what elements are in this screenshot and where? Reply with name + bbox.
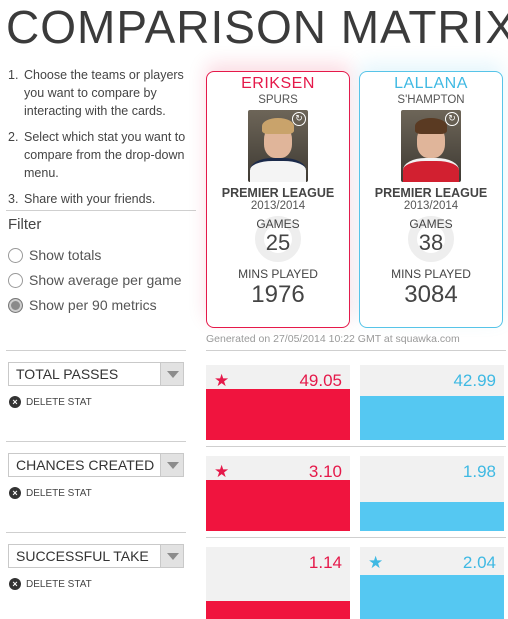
player-name: LALLANA xyxy=(394,75,468,92)
stat-bar xyxy=(206,601,350,619)
instructions-list: 1. Choose the teams or players you want t… xyxy=(8,66,200,216)
games-value: 38 xyxy=(418,230,444,255)
stat-bar xyxy=(206,389,350,440)
divider xyxy=(206,537,506,538)
stat-value: 1.14 xyxy=(308,553,342,572)
step-number: 2. xyxy=(8,130,19,144)
instruction-step: 2. Select which stat you want to compare … xyxy=(8,128,200,182)
filter-title: Filter xyxy=(8,216,42,233)
player-season: 2013/2014 xyxy=(403,200,459,212)
player-card-lallana[interactable]: LALLANA S'HAMPTON ↻ PREMIER LEAGUE 2013/… xyxy=(359,71,503,328)
player-team: S'HAMPTON xyxy=(397,94,465,106)
games-label: GAMES xyxy=(409,217,453,231)
step-text: Share with your friends. xyxy=(24,192,156,206)
stat-bar xyxy=(206,480,350,531)
stat-value: 2.04 xyxy=(462,553,496,572)
stat-value: 1.98 xyxy=(462,462,496,481)
step-text: Select which stat you want to compare fr… xyxy=(24,130,186,180)
delete-stat-button[interactable]: × DELETE STAT xyxy=(9,487,92,499)
stat-value-box: ★ 49.05 xyxy=(206,365,350,440)
step-number: 3. xyxy=(8,192,19,206)
player-season: 2013/2014 xyxy=(250,200,306,212)
stat-dropdown-label: TOTAL PASSES xyxy=(16,366,119,382)
filter-option-label: Show average per game xyxy=(29,272,182,288)
games-ring: GAMES 25 xyxy=(207,214,349,264)
games-label: GAMES xyxy=(256,217,300,231)
step-number: 1. xyxy=(8,68,19,82)
stat-value-box: 42.99 xyxy=(360,365,504,440)
delete-stat-button[interactable]: × DELETE STAT xyxy=(9,578,92,590)
close-icon: × xyxy=(9,396,21,408)
player-name: ERIKSEN xyxy=(241,75,315,92)
mins-label: MINS PLAYED xyxy=(238,267,318,281)
instruction-step: 3. Share with your friends. xyxy=(8,190,200,208)
stat-dropdown[interactable]: CHANCES CREATED xyxy=(8,453,184,477)
divider xyxy=(6,441,186,442)
filter-option-average[interactable]: Show average per game xyxy=(8,270,182,290)
close-icon: × xyxy=(9,578,21,590)
step-text: Choose the teams or players you want to … xyxy=(24,68,184,118)
star-icon: ★ xyxy=(214,371,230,390)
chevron-down-icon[interactable] xyxy=(160,454,183,476)
games-ring: GAMES 38 xyxy=(360,214,502,264)
player-league: PREMIER LEAGUE xyxy=(374,186,488,200)
instruction-step: 1. Choose the teams or players you want t… xyxy=(8,66,200,120)
divider xyxy=(6,532,186,533)
ring-icon xyxy=(255,216,301,262)
filter-option-per90[interactable]: Show per 90 metrics xyxy=(8,295,157,315)
swap-icon[interactable]: ↻ xyxy=(292,112,306,126)
swap-icon[interactable]: ↻ xyxy=(445,112,459,126)
stat-value: 3.10 xyxy=(308,462,342,481)
delete-stat-label: DELETE STAT xyxy=(26,578,92,590)
filter-option-label: Show per 90 metrics xyxy=(29,297,157,313)
stat-value: 49.05 xyxy=(299,371,342,390)
player-photo: ↻ xyxy=(401,110,461,182)
page-title: COMPARISON MATRIX xyxy=(6,1,508,53)
delete-stat-button[interactable]: × DELETE STAT xyxy=(9,396,92,408)
ring-icon xyxy=(408,216,454,262)
chevron-down-icon[interactable] xyxy=(160,545,183,567)
mins-label: MINS PLAYED xyxy=(391,267,471,281)
delete-stat-label: DELETE STAT xyxy=(26,396,92,408)
star-icon: ★ xyxy=(214,462,230,481)
games-value: 25 xyxy=(265,230,291,255)
divider xyxy=(206,350,506,351)
stat-dropdown-label: SUCCESSFUL TAKE xyxy=(16,548,149,564)
player-team: SPURS xyxy=(258,94,298,106)
close-icon: × xyxy=(9,487,21,499)
stat-value-box: ★ 3.10 xyxy=(206,456,350,531)
stat-value-box: 1.98 xyxy=(360,456,504,531)
stat-value: 42.99 xyxy=(453,371,496,390)
chevron-down-icon[interactable] xyxy=(160,363,183,385)
mins-value: 3084 xyxy=(404,281,458,308)
divider xyxy=(206,446,506,447)
stat-dropdown-label: CHANCES CREATED xyxy=(16,457,155,473)
player-photo: ↻ xyxy=(248,110,308,182)
stat-value-box: 1.14 xyxy=(206,547,350,619)
divider xyxy=(6,350,186,351)
radio-button[interactable] xyxy=(8,247,23,263)
stat-bar xyxy=(360,502,504,531)
stat-dropdown[interactable]: TOTAL PASSES xyxy=(8,362,184,386)
stat-value-box: ★ 2.04 xyxy=(360,547,504,619)
filter-option-totals[interactable]: Show totals xyxy=(8,245,101,265)
star-icon: ★ xyxy=(368,553,384,572)
stat-bar xyxy=(360,575,504,619)
player-league: PREMIER LEAGUE xyxy=(221,186,335,200)
delete-stat-label: DELETE STAT xyxy=(26,487,92,499)
filter-option-label: Show totals xyxy=(29,247,102,263)
player-card-eriksen[interactable]: ERIKSEN SPURS ↻ PREMIER LEAGUE 2013/2014… xyxy=(206,71,350,328)
mins-value: 1976 xyxy=(251,281,305,308)
stat-bar xyxy=(360,396,504,440)
divider xyxy=(6,210,196,211)
radio-button[interactable] xyxy=(8,272,23,288)
stat-dropdown[interactable]: SUCCESSFUL TAKE xyxy=(8,544,184,568)
generated-note: Generated on 27/05/2014 10:22 GMT at squ… xyxy=(206,333,460,345)
radio-button[interactable] xyxy=(8,297,23,313)
